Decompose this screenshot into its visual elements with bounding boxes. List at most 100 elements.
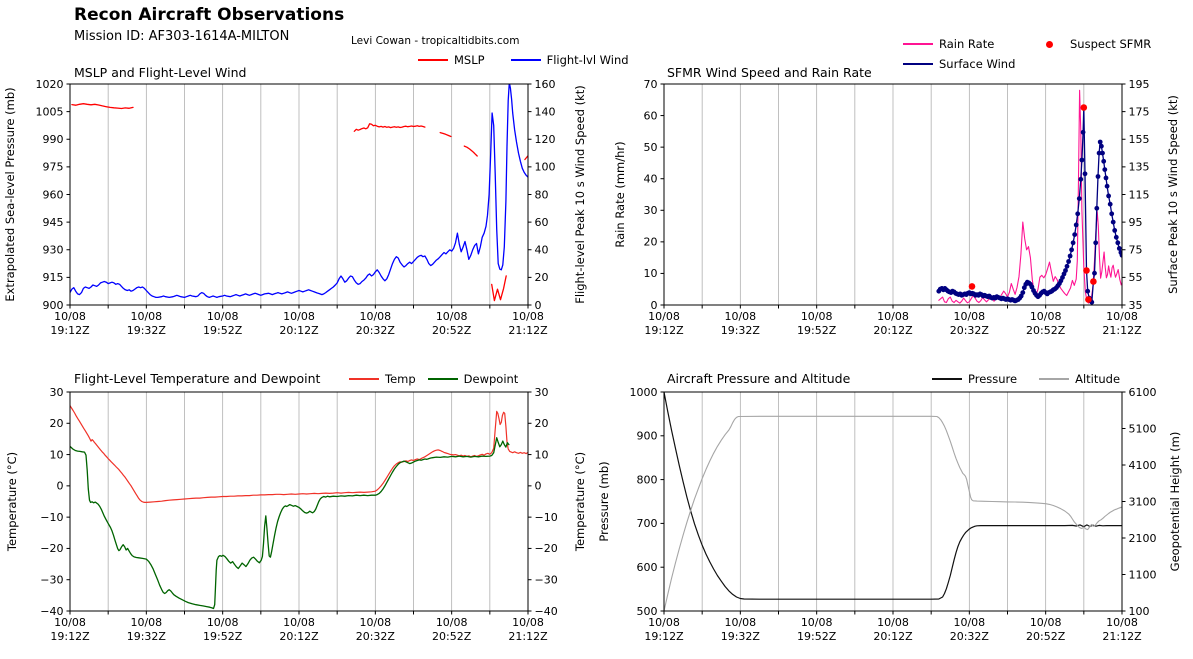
x-tick-date: 10/08 [130, 310, 162, 323]
left-tick-label: 10 [50, 448, 64, 461]
suspect-sfmr-dot-swatch-icon [1046, 40, 1053, 48]
legend-pressure-altitude: Pressure Altitude [932, 372, 1120, 386]
legend-label: Altitude [1075, 372, 1121, 386]
gridlines [701, 84, 1085, 305]
right-tick-label: 115 [1129, 188, 1150, 201]
right-axis-label-mslp_flight_wind: Flight-level Peak 10 s Wind Speed (kt) [573, 85, 587, 304]
x-tick-date: 10/08 [801, 616, 833, 629]
legend-item: MSLP [418, 53, 485, 67]
series-line-mslp [524, 155, 528, 161]
right-tick-label: 75 [1129, 244, 1143, 257]
left-tick-label: −20 [40, 542, 63, 555]
series-marker-surface-wind [1096, 150, 1102, 156]
x-tick-time: 19:12Z [50, 630, 90, 643]
x-tick-date: 10/08 [1106, 616, 1138, 629]
right-tick-label: −20 [535, 542, 558, 555]
x-tick-time: 19:32Z [721, 324, 761, 337]
x-tick-time: 20:32Z [950, 324, 990, 337]
series-group [70, 404, 528, 610]
altitude-line-swatch-icon [1039, 378, 1070, 380]
series-line-mslp [71, 103, 134, 110]
series-marker-surface-wind [1099, 143, 1104, 149]
series-line-mslp [491, 275, 507, 302]
legend-item: Surface Wind [903, 57, 1035, 71]
right-axis-label-sfmr_rain: Surface Peak 10 s Wind Speed (kt) [1166, 95, 1180, 294]
series-marker-suspect-sfmr [1085, 296, 1092, 303]
chart-sfmr_rain: 10/0819:12Z10/0819:32Z10/0819:52Z10/0820… [613, 78, 1180, 337]
left-tick-label: 10 [644, 267, 658, 280]
right-tick-label: 5100 [1129, 422, 1157, 435]
right-tick-label: 20 [535, 271, 549, 284]
left-tick-label: 915 [43, 271, 64, 284]
left-tick-label: 40 [644, 173, 658, 186]
series-marker-surface-wind [1078, 176, 1084, 182]
temp-line-swatch-icon [349, 378, 379, 380]
series-marker-surface-wind [1106, 193, 1111, 199]
legend-label: Rain Rate [939, 37, 995, 51]
x-tick-date: 10/08 [54, 616, 86, 629]
legend-item: Flight-lvl Wind [510, 53, 629, 67]
left-tick-label: 30 [50, 386, 64, 399]
x-tick-date: 10/08 [359, 310, 391, 323]
x-tick-time: 20:32Z [950, 630, 990, 643]
left-tick-label: 975 [43, 161, 64, 174]
right-tick-label: 1100 [1129, 568, 1157, 581]
right-tick-label: 0 [535, 299, 542, 312]
x-tick-date: 10/08 [436, 616, 468, 629]
x-tick-time: 20:52Z [432, 324, 472, 337]
legend-temp-dewpoint: Temp Dewpoint [349, 372, 518, 386]
legend-label: Pressure [968, 372, 1018, 386]
x-tick-time: 20:12Z [279, 630, 319, 643]
series-marker-surface-wind [1080, 129, 1086, 135]
series-marker-suspect-sfmr [968, 283, 976, 290]
right-tick-label: 100 [1129, 605, 1150, 618]
series-marker-surface-wind [1085, 288, 1091, 294]
tick-labels: 10/0819:12Z10/0819:32Z10/0819:52Z10/0820… [644, 78, 1150, 337]
legend-sfmr-rain: Rain Rate Suspect SFMR Surface Wind [903, 37, 1151, 71]
gridlines [107, 392, 491, 611]
right-tick-label: 80 [535, 188, 549, 201]
legend-label: Dewpoint [463, 372, 519, 386]
series-marker-suspect-sfmr [1080, 104, 1088, 111]
series-line-pressure [664, 392, 1122, 600]
mslp-line-swatch-icon [418, 59, 448, 61]
series-line-dewpoint [70, 437, 510, 610]
x-tick-date: 10/08 [1030, 310, 1062, 323]
x-tick-time: 19:52Z [203, 630, 243, 643]
tick-marks [660, 391, 1126, 615]
tick-labels: 10/0819:12Z10/0819:32Z10/0819:52Z10/0820… [36, 78, 556, 337]
x-tick-date: 10/08 [648, 310, 680, 323]
left-tick-label: 50 [644, 141, 658, 154]
gridlines [107, 84, 491, 305]
x-tick-time: 20:52Z [1026, 324, 1066, 337]
chart-temp_dewpoint: 10/0819:12Z10/0819:32Z10/0819:52Z10/0820… [5, 386, 587, 643]
gridlines [701, 392, 1085, 611]
right-tick-label: 60 [535, 216, 549, 229]
x-tick-date: 10/08 [207, 616, 239, 629]
right-tick-label: 175 [1129, 105, 1150, 118]
legend-label: Suspect SFMR [1070, 37, 1152, 51]
surface-wind-line-swatch-icon [903, 63, 933, 65]
right-tick-label: 3100 [1129, 495, 1157, 508]
series-marker-surface-wind [1070, 240, 1076, 246]
left-tick-label: 20 [644, 236, 658, 249]
left-tick-label: 500 [637, 605, 658, 618]
series-marker-surface-wind [1020, 290, 1026, 295]
series-marker-surface-wind [1064, 263, 1070, 269]
x-tick-time: 19:52Z [797, 324, 837, 337]
x-tick-date: 10/08 [1106, 310, 1138, 323]
x-tick-time: 19:32Z [721, 630, 761, 643]
right-tick-label: 0 [535, 480, 542, 493]
left-tick-label: 70 [644, 78, 658, 91]
series-group [664, 392, 1122, 611]
left-axis-label-mslp_flight_wind: Extrapolated Sea-level Pressure (mb) [3, 87, 17, 301]
right-tick-label: −40 [535, 605, 558, 618]
rain-rate-line-swatch-icon [903, 43, 933, 45]
left-tick-label: −10 [40, 511, 63, 524]
x-tick-date: 10/08 [512, 310, 544, 323]
series-marker-surface-wind [1072, 232, 1078, 238]
x-tick-date: 10/08 [283, 616, 315, 629]
right-tick-label: 195 [1129, 78, 1150, 91]
x-tick-time: 20:12Z [873, 324, 913, 337]
